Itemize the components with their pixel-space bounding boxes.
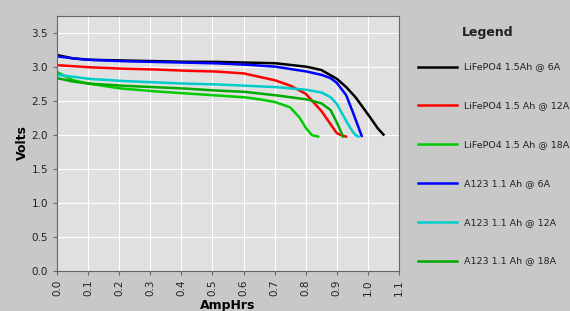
- Y-axis label: Volts: Volts: [15, 126, 28, 160]
- Text: A123 1.1 Ah @ 6A: A123 1.1 Ah @ 6A: [464, 179, 551, 188]
- LiFePO4 1.5 Ah @ 12A: [343, 135, 349, 138]
- LiFePO4 1.5 Ah @ 18A: [242, 95, 249, 99]
- A123 1.1 Ah @ 6A: [174, 61, 181, 64]
- Text: LiFePO4 1.5Ah @ 6A: LiFePO4 1.5Ah @ 6A: [464, 62, 560, 71]
- A123 1.1 Ah @ 6A: [153, 60, 160, 64]
- LiFePO4 1.5 Ah @ 12A: [88, 66, 95, 69]
- A123 1.1 Ah @ 12A: [355, 135, 362, 138]
- A123 1.1 Ah @ 6A: [54, 54, 60, 58]
- LiFePO4 1.5 Ah @ 18A: [218, 94, 225, 98]
- LiFePO4 1.5 Ah @ 12A: [264, 77, 271, 80]
- LiFePO4 1.5 Ah @ 18A: [139, 88, 145, 92]
- A123 1.1 Ah @ 12A: [243, 84, 250, 88]
- LiFePO4 1.5Ah @ 6A: [259, 61, 266, 65]
- A123 1.1 Ah @ 12A: [173, 81, 180, 85]
- LiFePO4 1.5 Ah @ 12A: [168, 68, 175, 72]
- A123 1.1 Ah @ 12A: [273, 85, 280, 89]
- X-axis label: AmpHrs: AmpHrs: [200, 299, 256, 311]
- Text: Legend: Legend: [462, 26, 513, 39]
- Line: LiFePO4 1.5 Ah @ 12A: LiFePO4 1.5 Ah @ 12A: [57, 65, 346, 137]
- Text: A123 1.1 Ah @ 18A: A123 1.1 Ah @ 18A: [464, 257, 556, 266]
- LiFePO4 1.5 Ah @ 12A: [235, 71, 242, 75]
- Line: A123 1.1 Ah @ 12A: A123 1.1 Ah @ 12A: [57, 75, 359, 137]
- A123 1.1 Ah @ 18A: [340, 135, 347, 138]
- A123 1.1 Ah @ 12A: [271, 85, 278, 89]
- A123 1.1 Ah @ 6A: [245, 63, 252, 67]
- Line: LiFePO4 1.5 Ah @ 18A: LiFePO4 1.5 Ah @ 18A: [57, 72, 318, 137]
- A123 1.1 Ah @ 18A: [262, 92, 268, 96]
- LiFePO4 1.5 Ah @ 12A: [54, 63, 60, 67]
- Text: A123 1.1 Ah @ 12A: A123 1.1 Ah @ 12A: [464, 218, 556, 227]
- A123 1.1 Ah @ 12A: [54, 73, 60, 77]
- LiFePO4 1.5Ah @ 6A: [289, 63, 296, 67]
- LiFePO4 1.5 Ah @ 12A: [262, 76, 269, 80]
- A123 1.1 Ah @ 6A: [274, 65, 280, 69]
- Line: A123 1.1 Ah @ 6A: A123 1.1 Ah @ 6A: [57, 56, 362, 136]
- A123 1.1 Ah @ 12A: [90, 77, 97, 81]
- A123 1.1 Ah @ 18A: [88, 82, 95, 86]
- LiFePO4 1.5 Ah @ 12A: [148, 67, 154, 71]
- LiFePO4 1.5 Ah @ 18A: [315, 135, 321, 138]
- A123 1.1 Ah @ 18A: [146, 85, 153, 89]
- A123 1.1 Ah @ 6A: [359, 134, 365, 138]
- LiFePO4 1.5Ah @ 6A: [183, 60, 190, 64]
- LiFePO4 1.5 Ah @ 18A: [243, 96, 250, 100]
- LiFePO4 1.5Ah @ 6A: [160, 59, 167, 63]
- A123 1.1 Ah @ 12A: [152, 81, 158, 84]
- A123 1.1 Ah @ 6A: [90, 58, 97, 62]
- LiFePO4 1.5Ah @ 6A: [380, 133, 387, 137]
- A123 1.1 Ah @ 6A: [275, 65, 282, 69]
- LiFePO4 1.5 Ah @ 18A: [54, 70, 60, 74]
- Line: A123 1.1 Ah @ 18A: A123 1.1 Ah @ 18A: [57, 78, 343, 137]
- Text: LiFePO4 1.5 Ah @ 18A: LiFePO4 1.5 Ah @ 18A: [464, 140, 569, 149]
- Line: LiFePO4 1.5Ah @ 6A: LiFePO4 1.5Ah @ 6A: [57, 55, 384, 135]
- LiFePO4 1.5Ah @ 6A: [93, 58, 100, 62]
- LiFePO4 1.5 Ah @ 18A: [85, 82, 92, 86]
- Text: LiFePO4 1.5 Ah @ 12A: LiFePO4 1.5 Ah @ 12A: [464, 101, 569, 110]
- LiFePO4 1.5 Ah @ 18A: [157, 90, 164, 94]
- A123 1.1 Ah @ 18A: [167, 86, 174, 90]
- A123 1.1 Ah @ 18A: [54, 76, 60, 80]
- LiFePO4 1.5Ah @ 6A: [291, 63, 298, 67]
- A123 1.1 Ah @ 18A: [260, 92, 267, 96]
- LiFePO4 1.5Ah @ 6A: [54, 53, 60, 57]
- A123 1.1 Ah @ 18A: [234, 90, 241, 93]
